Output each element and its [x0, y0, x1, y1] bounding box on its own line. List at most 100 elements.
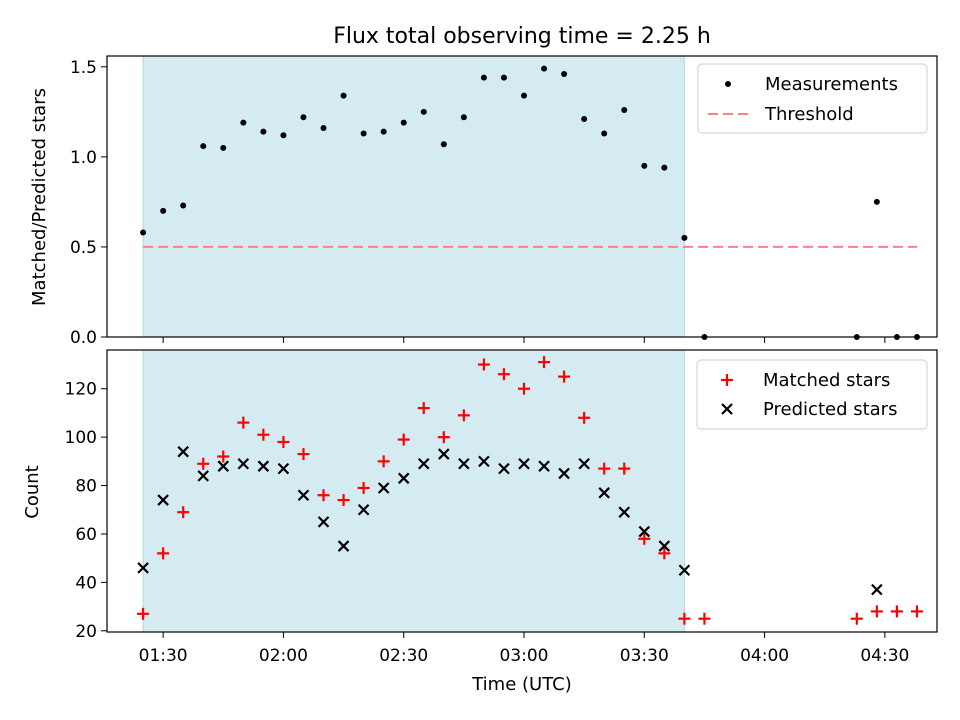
matched-star-point — [237, 416, 250, 429]
measurement-point — [400, 119, 407, 126]
measurement-point — [621, 107, 628, 114]
matched-star-point — [698, 612, 711, 625]
matched-star-point — [417, 402, 430, 415]
legend-label-matched: Matched stars — [763, 370, 890, 391]
measurement-point — [420, 108, 427, 115]
measurement-point — [160, 207, 167, 214]
measurement-point — [661, 164, 668, 171]
predicted-star-point — [197, 470, 210, 482]
matched-star-point — [257, 428, 270, 441]
top-panel: 0.0 0.5 1.0 1.5 Matched/Predicted stars Mea… — [29, 55, 938, 348]
bottom-y-axis-label: Count — [22, 465, 43, 518]
measurement-point — [581, 116, 588, 123]
top-plot-frame — [106, 55, 938, 338]
bottom-x-axis: 01:30 02:00 02:30 03:00 03:30 04:00 04:30 — [139, 632, 909, 666]
bottom-shaded-span — [142, 349, 685, 633]
predicted-star-point — [558, 467, 570, 480]
measurement-point — [460, 114, 467, 121]
matched-star-point — [518, 382, 531, 395]
predicted-star-point — [277, 462, 290, 475]
predicted-star-point — [217, 460, 230, 472]
bottom-plot-frame — [106, 349, 938, 633]
predicted-star-point — [237, 457, 250, 470]
measurement-point — [521, 92, 528, 99]
predicted-star-point — [257, 460, 270, 472]
matched-star-point — [317, 489, 330, 502]
measurement-point — [300, 114, 307, 121]
bottom-x-tick-label: 04:30 — [860, 646, 909, 666]
predicted-star-point — [157, 494, 169, 506]
predicted-star-point — [357, 503, 370, 516]
measurement-point — [360, 130, 367, 137]
matched-star-point — [638, 532, 651, 545]
matched-star-point — [538, 356, 551, 369]
bottom-y-tick-label: 100 — [65, 428, 97, 448]
matched-star-point — [890, 605, 903, 618]
matched-star-point — [437, 431, 450, 444]
predicted-star-point — [478, 455, 490, 468]
measurement-point — [220, 144, 227, 151]
top-y-tick-label: 1.0 — [70, 148, 97, 168]
measurement-point — [180, 202, 187, 209]
top-legend-box — [697, 63, 928, 134]
legend-label-predicted: Predicted stars — [763, 399, 897, 420]
measurement-point — [500, 74, 507, 81]
matched-star-point — [217, 450, 230, 463]
matched-star-point — [397, 433, 410, 446]
predicted-star-point — [658, 540, 671, 552]
predicted-star-point — [297, 489, 310, 502]
top-y-tick-label: 1.5 — [70, 58, 97, 78]
predicted-star-point — [678, 564, 691, 577]
predicted-star-point — [598, 487, 610, 499]
predicted-star-point — [578, 457, 590, 470]
bottom-y-tick-label: 40 — [75, 573, 97, 593]
matched-star-point — [177, 506, 190, 519]
measurement-point — [480, 74, 487, 81]
measurement-point — [340, 92, 347, 99]
matched-star-point — [357, 481, 370, 494]
predicted-stars-points — [137, 445, 883, 596]
x-axis-label: Time (UTC) — [471, 674, 572, 695]
matched-star-point — [910, 605, 923, 618]
bottom-y-tick-label: 80 — [75, 477, 97, 497]
legend-label-measurements: Measurements — [765, 74, 898, 95]
top-x-ticks — [162, 337, 886, 343]
measurement-point — [240, 119, 247, 126]
measurement-point — [320, 125, 327, 132]
predicted-star-point — [377, 482, 390, 494]
matched-star-point — [598, 462, 611, 475]
measurement-point — [601, 130, 608, 137]
bottom-y-axis: 20 40 60 80 100 120 — [65, 380, 107, 642]
matched-star-point — [558, 370, 571, 383]
matched-star-point — [678, 612, 691, 625]
matched-star-point — [157, 547, 170, 560]
predicted-star-point — [458, 457, 470, 470]
bottom-legend: Matched stars Predicted stars — [696, 359, 928, 430]
predicted-star-point — [397, 472, 410, 485]
predicted-star-point — [417, 457, 430, 470]
predicted-star-point — [498, 462, 510, 475]
bottom-y-tick-label: 20 — [75, 622, 97, 642]
top-y-tick-label: 0.5 — [70, 238, 97, 258]
predicted-star-point — [618, 506, 631, 518]
top-y-axis-label: Matched/Predicted stars — [29, 88, 50, 306]
matched-stars-points — [137, 356, 923, 625]
matched-star-point — [477, 358, 490, 371]
top-y-axis: 0.0 0.5 1.0 1.5 — [70, 58, 107, 348]
legend-label-threshold: Threshold — [764, 104, 854, 125]
predicted-star-point — [538, 460, 550, 472]
bottom-x-tick-label: 02:30 — [379, 646, 428, 666]
measurement-point — [561, 71, 568, 78]
matched-star-point — [870, 605, 883, 618]
bottom-x-tick-label: 03:00 — [500, 646, 549, 666]
predicted-star-point — [177, 445, 189, 458]
top-shaded-span — [142, 55, 685, 338]
bottom-legend-box — [696, 359, 928, 430]
matched-star-point — [850, 612, 863, 625]
bottom-y-tick-label: 60 — [75, 525, 97, 545]
predicted-star-point — [317, 516, 330, 528]
top-legend: Measurements Threshold — [697, 63, 928, 134]
predicted-star-point — [518, 457, 530, 470]
chart-title: Flux total observing time = 2.25 h — [333, 24, 711, 49]
matched-star-point — [457, 409, 470, 422]
